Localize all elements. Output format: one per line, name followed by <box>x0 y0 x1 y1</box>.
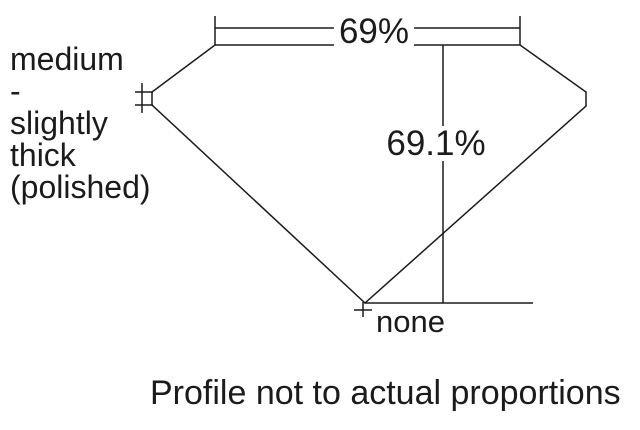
culet-mark <box>354 302 372 317</box>
girdle-label: medium - slightly thick (polished) <box>10 41 151 205</box>
depth-percent-label: 69.1% <box>382 126 490 161</box>
diamond-outline <box>151 44 587 305</box>
culet-label: none <box>376 304 445 339</box>
girdle-thickness-marker <box>135 83 153 113</box>
caption-text: Profile not to actual proportions <box>150 374 621 412</box>
table-percent-label: 69% <box>333 14 415 49</box>
